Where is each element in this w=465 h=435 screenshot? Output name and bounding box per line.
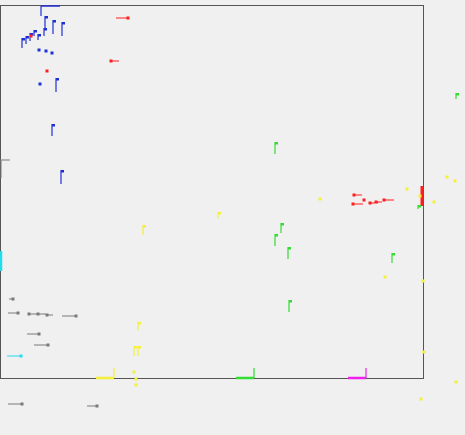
green-unit-flag xyxy=(392,253,395,256)
blue-unit xyxy=(50,51,54,55)
yellow-unit-flag xyxy=(143,225,146,228)
yellow-unit-flag xyxy=(134,346,137,349)
yellow-unit xyxy=(134,377,138,381)
yellow-unit xyxy=(418,194,422,198)
yellow-unit xyxy=(432,200,436,204)
blue-unit-flag xyxy=(22,38,25,41)
yellow-unit xyxy=(419,397,423,401)
yellow-unit xyxy=(318,197,322,201)
yellow-unit-flag xyxy=(138,346,141,349)
green-unit-flag xyxy=(275,142,278,145)
red-unit xyxy=(374,200,378,204)
yellow-unit xyxy=(405,187,409,191)
yellow-unit xyxy=(453,179,457,183)
green-unit-flag xyxy=(275,234,278,237)
yellow-unit xyxy=(383,275,387,279)
blue-unit xyxy=(37,48,41,52)
green-unit-flag xyxy=(418,205,421,208)
gray-unit xyxy=(27,312,31,316)
gray-unit xyxy=(37,332,41,336)
cyan-unit xyxy=(19,354,23,358)
red-unit xyxy=(368,201,372,205)
gray-unit xyxy=(11,297,15,301)
blue-unit-flag xyxy=(38,34,41,37)
gray-unit xyxy=(74,314,78,318)
gray-unit xyxy=(95,404,99,408)
gray-unit xyxy=(45,313,49,317)
green-unit-flag xyxy=(456,93,459,96)
red-unit xyxy=(362,198,366,202)
yellow-unit xyxy=(134,383,138,387)
red-unit xyxy=(352,193,356,197)
yellow-unit xyxy=(132,370,136,374)
yellow-unit xyxy=(422,350,426,354)
blue-unit-flag xyxy=(53,20,56,23)
gray-unit xyxy=(36,312,40,316)
green-unit-flag xyxy=(289,300,292,303)
blue-unit-flag xyxy=(61,170,64,173)
blue-unit-flag xyxy=(34,30,37,33)
blue-unit-flag xyxy=(62,22,65,25)
blue-unit-flag xyxy=(52,124,55,127)
red-unit xyxy=(351,202,355,206)
blue-unit-flag xyxy=(26,36,29,39)
red-unit xyxy=(126,16,130,20)
gray-unit xyxy=(20,402,24,406)
blue-unit xyxy=(44,49,48,53)
red-unit xyxy=(45,69,49,73)
yellow-unit xyxy=(454,380,458,384)
yellow-unit-flag xyxy=(218,212,221,215)
gray-unit xyxy=(16,311,20,315)
green-unit-flag xyxy=(288,247,291,250)
green-unit-flag xyxy=(281,223,284,226)
blue-unit-flag xyxy=(45,16,48,19)
blue-unit xyxy=(38,82,42,86)
red-unit xyxy=(382,198,386,202)
gray-unit xyxy=(46,343,50,347)
blue-unit-flag xyxy=(56,78,59,81)
yellow-unit xyxy=(445,175,449,179)
yellow-unit xyxy=(421,279,425,283)
red-unit xyxy=(109,59,113,63)
yellow-unit-flag xyxy=(138,322,141,325)
red-unit xyxy=(29,34,33,38)
blue-unit-flag xyxy=(30,33,33,36)
